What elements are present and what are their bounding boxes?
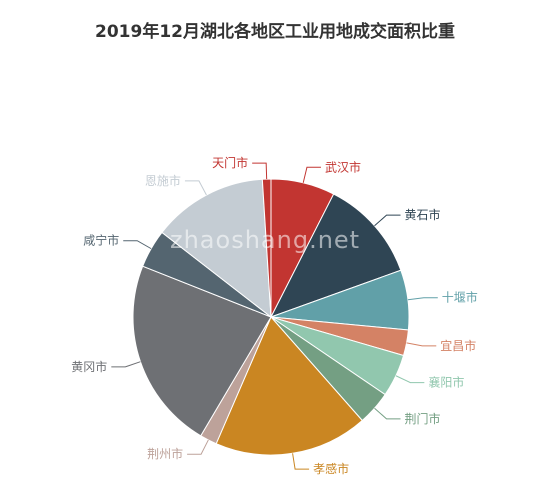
pie-leader-3 bbox=[407, 297, 438, 301]
pie-slice-11[interactable] bbox=[161, 178, 272, 319]
pie-leader-11 bbox=[184, 180, 207, 196]
pie-label-12: 天门市 bbox=[212, 155, 248, 170]
chart-title: 2019年12月湖北各地区工业用地成交面积比重 bbox=[95, 22, 455, 42]
pie-leader-5 bbox=[395, 375, 425, 384]
pie-leader-4 bbox=[406, 342, 437, 347]
pie-slice-7[interactable] bbox=[215, 316, 363, 456]
pie-label-6: 荆门市 bbox=[405, 411, 441, 426]
pie-leader-2 bbox=[374, 214, 401, 227]
pie-label-11: 恩施市 bbox=[145, 173, 181, 188]
pie-leader-1 bbox=[302, 166, 321, 183]
pie-leader-8 bbox=[187, 439, 209, 455]
pie-slice-2[interactable] bbox=[269, 193, 402, 318]
pie-leader-12 bbox=[252, 162, 268, 180]
pie-label-7: 孝感市 bbox=[313, 461, 349, 476]
pie-label-10: 咸宁市 bbox=[83, 233, 119, 248]
watermark: zhaoshang.net bbox=[170, 226, 361, 254]
pie-leader-7 bbox=[292, 453, 310, 470]
pie-slice-9[interactable] bbox=[132, 265, 272, 437]
pie-label-4: 宜昌市 bbox=[440, 338, 476, 353]
pie-leader-10 bbox=[123, 240, 152, 250]
pie-label-9: 黄冈市 bbox=[71, 359, 107, 374]
pie-label-2: 黄石市 bbox=[405, 207, 441, 222]
pie-label-5: 襄阳市 bbox=[428, 375, 464, 390]
pie-label-8: 荆州市 bbox=[147, 446, 183, 461]
pie-label-1: 武汉市 bbox=[325, 159, 361, 174]
pie-leader-9 bbox=[111, 361, 141, 368]
pie-leader-6 bbox=[374, 407, 401, 420]
pie-label-3: 十堰市 bbox=[442, 290, 478, 305]
